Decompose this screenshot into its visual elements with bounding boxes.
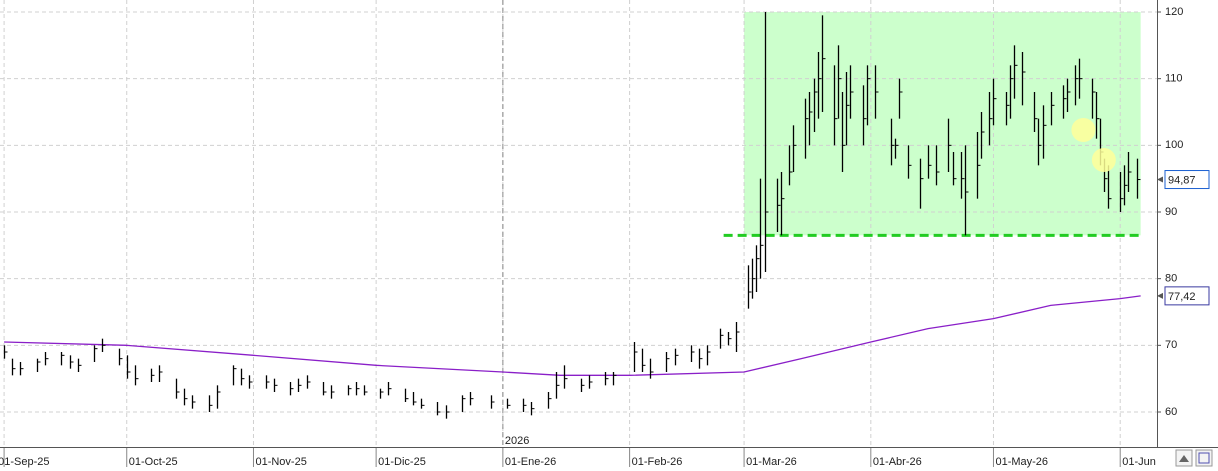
y-tick-label: 90 [1165, 206, 1177, 218]
highlight [1071, 118, 1096, 142]
y-tick-label: 100 [1165, 139, 1183, 151]
x-tick-label: 01-Jun [1122, 456, 1156, 468]
x-tick-label: 01-May-26 [995, 456, 1048, 468]
x-tick-label: 01-Ene-26 [505, 456, 556, 468]
x-tick-label: 01-Abr-26 [873, 456, 922, 468]
x-tick-label: 01-Sep-25 [0, 456, 49, 468]
year-marker-label: 2026 [505, 435, 529, 447]
y-tick-label: 110 [1165, 73, 1183, 85]
price-label: 77,42 [1168, 291, 1196, 303]
x-tick-label: 01-Feb-26 [632, 456, 683, 468]
y-tick-label: 60 [1165, 406, 1177, 418]
highlight [1091, 148, 1116, 172]
y-tick-label: 70 [1165, 339, 1177, 351]
x-tick-label: 01-Dic-25 [378, 456, 426, 468]
price-pointer [1157, 176, 1163, 183]
save-icon [1198, 452, 1210, 464]
price-box [1164, 286, 1210, 306]
moving-average [4, 295, 1141, 376]
y-tick-label: 120 [1165, 6, 1183, 18]
x-tick-label: 01-Nov-25 [255, 456, 306, 468]
save-button[interactable] [1195, 449, 1213, 467]
x-tick-label: 01-Oct-25 [129, 456, 178, 468]
x-tick-label: 01-Mar-26 [746, 456, 797, 468]
y-tick-label: 80 [1165, 273, 1177, 285]
price-label: 94,87 [1168, 174, 1196, 186]
price-pointer [1157, 292, 1163, 299]
price-box [1164, 170, 1210, 190]
mode-icon [1179, 455, 1189, 462]
